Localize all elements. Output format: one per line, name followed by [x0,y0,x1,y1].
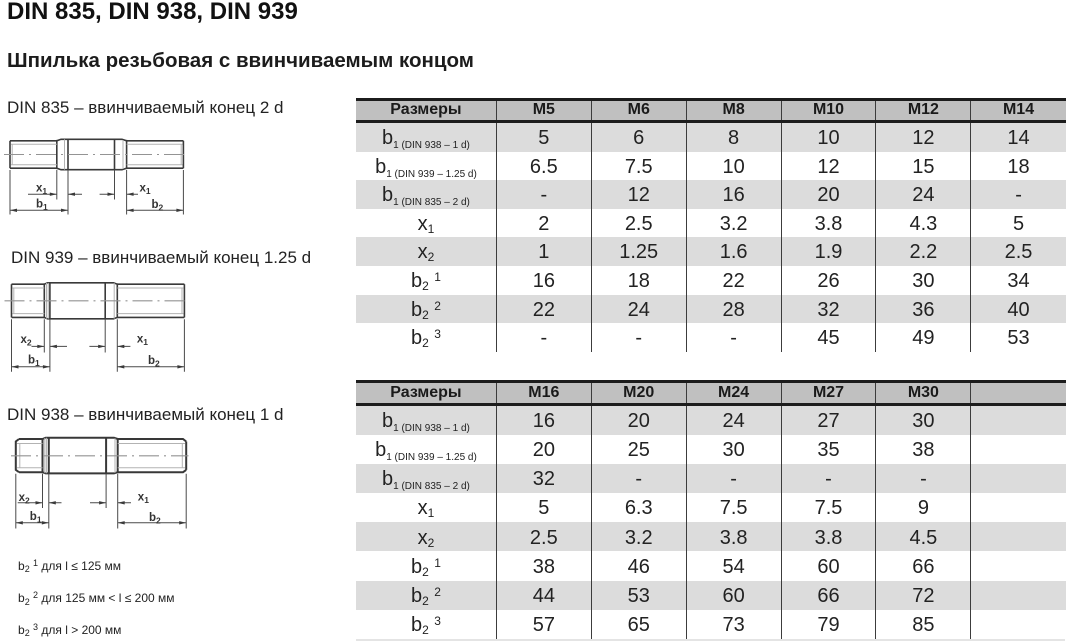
svg-text:x1: x1 [138,492,149,506]
svg-text:b2: b2 [149,512,161,526]
svg-text:b1: b1 [36,199,48,213]
svg-text:x2: x2 [19,492,30,506]
svg-text:x1: x1 [137,334,148,348]
svg-text:x1: x1 [140,183,151,197]
svg-text:x1: x1 [36,183,47,197]
svg-text:b1: b1 [30,511,42,525]
svg-text:x2: x2 [21,334,32,348]
svg-text:b2: b2 [148,355,160,369]
svg-text:b1: b1 [28,355,40,369]
svg-text:b2: b2 [152,199,164,213]
